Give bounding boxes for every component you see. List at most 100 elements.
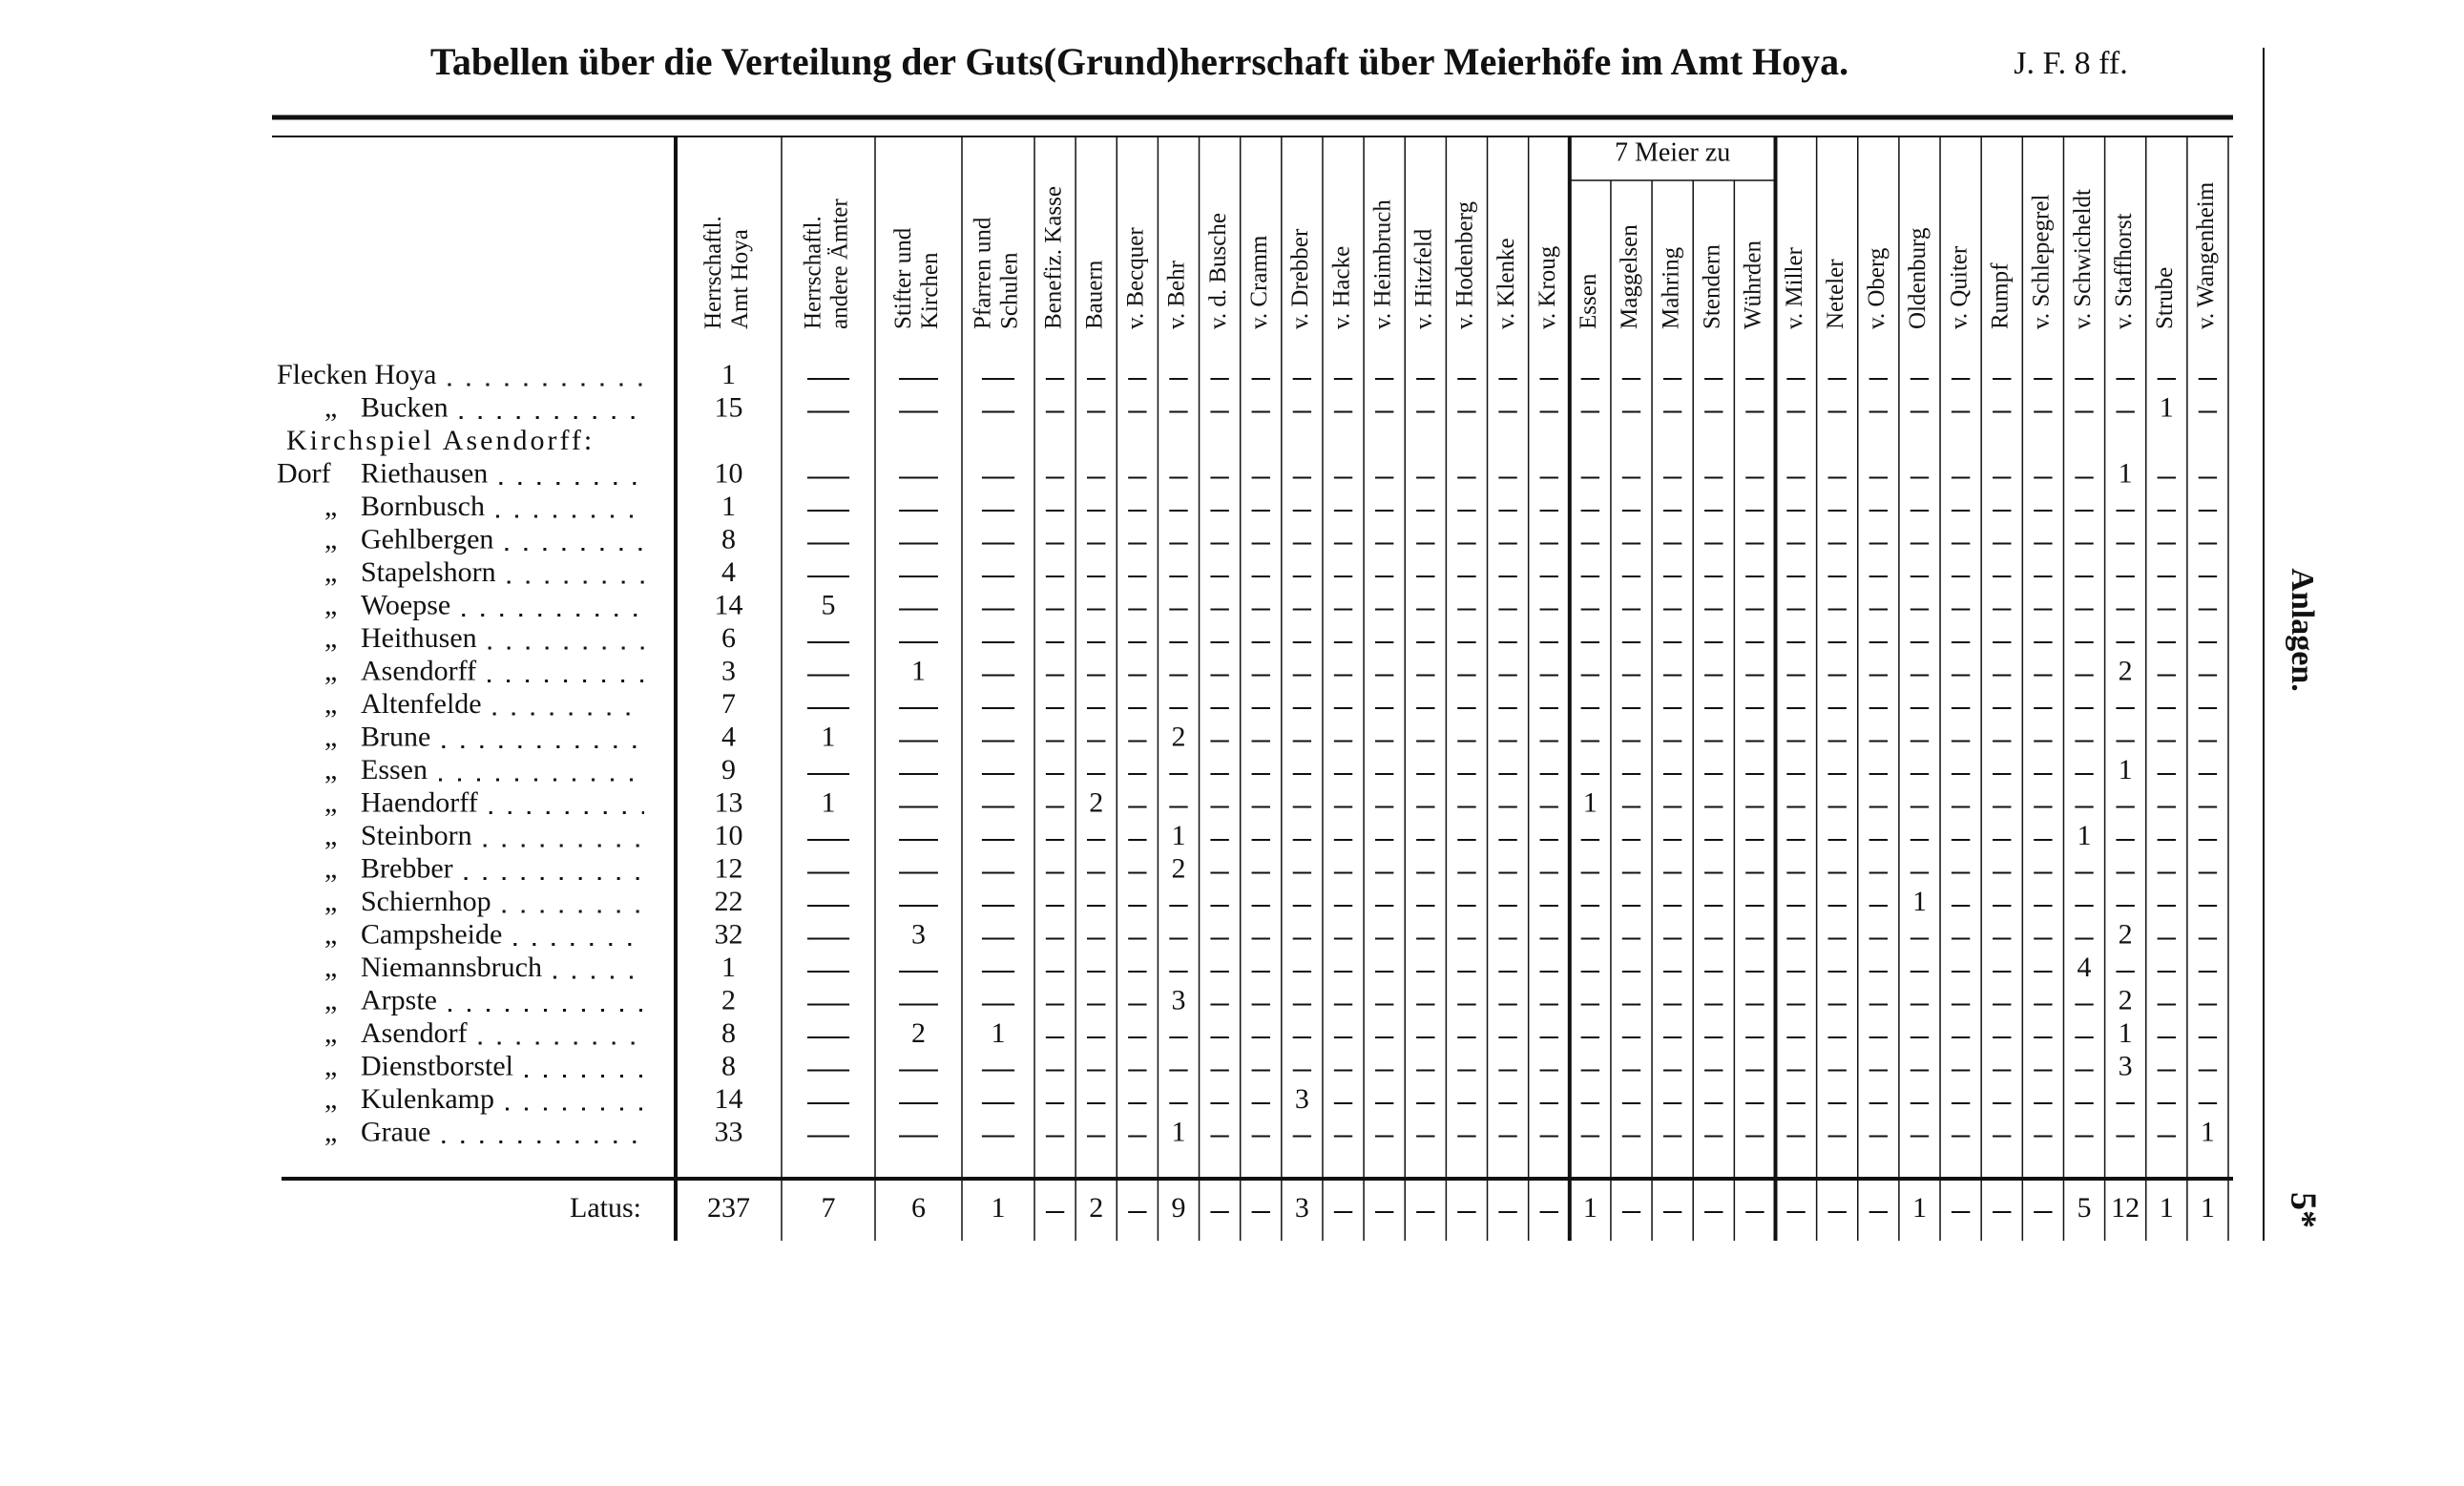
row-label: Asendorff <box>361 655 476 686</box>
cell-value: 1 <box>822 721 836 752</box>
cell-value: 1 <box>2160 1192 2174 1224</box>
column-label: v. Wangenheim <box>2193 181 2219 329</box>
cell-value: 1 <box>1912 1192 1927 1224</box>
row-prefix: „ <box>324 688 337 720</box>
row-label: Arpste <box>361 984 437 1015</box>
cell-value: 10 <box>715 820 743 851</box>
row-label: Gehlbergen <box>361 523 493 555</box>
cell-value: 1 <box>2201 1116 2215 1147</box>
column-label: Rumpf <box>1987 262 2013 329</box>
total-label: Latus: <box>570 1192 641 1224</box>
row-label: Schiernhop <box>361 886 491 917</box>
column-label: Kirchen <box>917 252 943 329</box>
cell-value: 1 <box>1171 820 1185 851</box>
row-prefix: „ <box>324 1050 337 1081</box>
cell-value: 2 <box>2119 655 2133 686</box>
cell-value: 7 <box>721 688 736 720</box>
row-prefix: Dorf <box>277 457 331 489</box>
cell-value: 1 <box>992 1192 1006 1224</box>
row-label: Haendorff <box>361 786 478 818</box>
row-prefix: „ <box>324 622 337 654</box>
column-label: Herrschaftl. <box>700 216 726 329</box>
row-prefix: „ <box>324 556 337 588</box>
row-prefix: „ <box>324 852 337 884</box>
cell-value: 8 <box>721 1017 736 1049</box>
row-prefix: „ <box>324 589 337 620</box>
page-number: 5* <box>2283 1192 2323 1228</box>
column-label: v. Drebber <box>1287 228 1313 329</box>
cell-value: 2 <box>1089 786 1103 818</box>
cell-value: 3 <box>721 655 736 686</box>
row-label: Dienstborstel <box>361 1050 513 1081</box>
cell-value: 13 <box>715 786 743 818</box>
cell-value: 1 <box>2160 391 2174 423</box>
column-label: Bauern <box>1081 260 1107 329</box>
row-label: Altenfelde <box>361 688 482 720</box>
column-label: Essen <box>1576 273 1601 329</box>
row-prefix: „ <box>324 1116 337 1147</box>
cell-value: 2 <box>2119 984 2133 1015</box>
column-label: v. Behr <box>1164 260 1190 329</box>
column-label: Neteler <box>1823 259 1848 329</box>
row-label: Brebber <box>361 852 453 884</box>
cell-value: 2 <box>1171 721 1185 752</box>
cell-value: 1 <box>1171 1116 1185 1147</box>
cell-value: 7 <box>822 1192 836 1224</box>
cell-value: 1 <box>1583 1192 1597 1224</box>
cell-value: 12 <box>715 852 743 884</box>
cell-value: 3 <box>2119 1050 2133 1081</box>
column-label: Wührden <box>1741 240 1766 329</box>
cell-value: 3 <box>911 918 926 950</box>
row-prefix: „ <box>324 523 337 555</box>
cell-value: 2 <box>721 984 736 1015</box>
column-label: v. Quiter <box>1946 245 1972 329</box>
cell-value: 2 <box>1089 1192 1103 1224</box>
cell-value: 1 <box>2119 457 2133 489</box>
cell-value: 9 <box>1171 1192 1185 1224</box>
row-prefix: „ <box>324 886 337 917</box>
column-label: Stendern <box>1700 244 1725 329</box>
column-label: v. Schwicheldt <box>2070 189 2096 329</box>
row-label: Heithusen <box>361 622 477 654</box>
cell-value: 3 <box>1295 1192 1309 1224</box>
row-label: Campsheide <box>361 918 502 950</box>
row-prefix: „ <box>324 984 337 1015</box>
column-label: v. Hitzfeld <box>1411 228 1437 329</box>
column-label: v. Hodenberg <box>1452 201 1478 329</box>
cell-value: 14 <box>715 1083 743 1115</box>
column-label: Oldenburg <box>1905 227 1931 329</box>
cell-value: 237 <box>707 1192 750 1224</box>
cell-value: 4 <box>2078 952 2092 983</box>
column-label: Benefiz. Kasse <box>1040 186 1066 329</box>
row-label: Flecken Hoya <box>277 359 436 390</box>
cell-value: 2 <box>911 1017 926 1049</box>
row-prefix: „ <box>324 786 337 818</box>
row-label: Graue <box>361 1116 430 1147</box>
column-label: v. Heimbruch <box>1369 199 1395 329</box>
column-label: v. Hacke <box>1328 246 1354 329</box>
column-label: v. Oberg <box>1864 247 1890 329</box>
cell-value: 4 <box>721 721 736 752</box>
column-label: Maggelsen <box>1617 224 1642 329</box>
row-label: Bornbusch <box>361 491 485 522</box>
cell-value: 1 <box>2119 1017 2133 1049</box>
cell-value: 15 <box>715 391 743 423</box>
cell-value: 22 <box>715 886 743 917</box>
row-prefix: „ <box>324 491 337 522</box>
row-label: Stapelshorn <box>361 556 496 588</box>
cell-value: 6 <box>911 1192 926 1224</box>
cell-value: 3 <box>1295 1083 1309 1115</box>
column-label: Amt Hoya <box>727 229 753 329</box>
column-label: Strube <box>2152 267 2178 329</box>
cell-value: 5 <box>2078 1192 2092 1224</box>
row-prefix: „ <box>324 754 337 785</box>
row-prefix: „ <box>324 721 337 752</box>
row-prefix: „ <box>324 952 337 983</box>
cell-value: 1 <box>1583 786 1597 818</box>
column-label: Mahring <box>1658 246 1683 329</box>
cell-value: 1 <box>721 491 736 522</box>
cell-value: 1 <box>1912 886 1927 917</box>
column-label: Stifter und <box>890 227 916 329</box>
row-label: Essen <box>361 754 428 785</box>
